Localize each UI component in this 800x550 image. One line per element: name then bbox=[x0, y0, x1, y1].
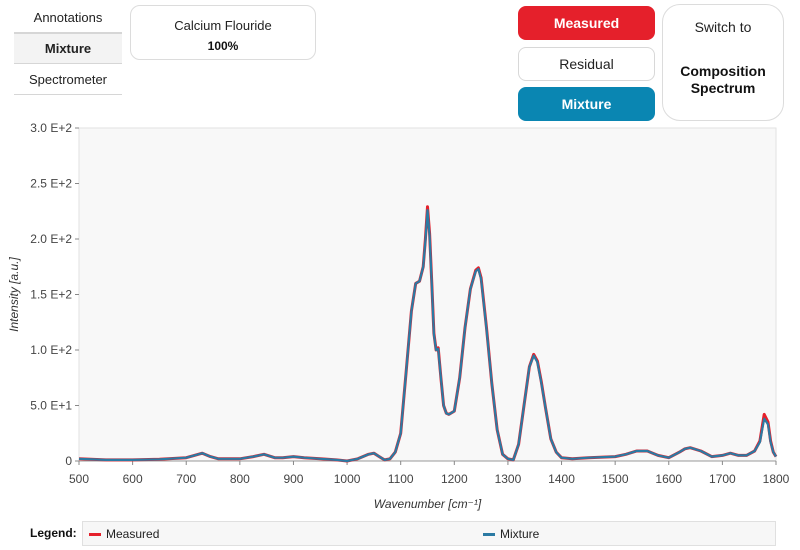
x-tick-label: 1300 bbox=[495, 472, 522, 486]
x-tick-label: 900 bbox=[283, 472, 303, 486]
measured-toggle-button[interactable]: Measured bbox=[518, 6, 655, 40]
x-tick-label: 1800 bbox=[763, 472, 790, 486]
switch-target-line1: Composition bbox=[680, 63, 766, 79]
component-percent: 100% bbox=[207, 39, 239, 53]
mixture-toggle-button[interactable]: Mixture bbox=[518, 87, 655, 121]
component-card[interactable]: Calcium Flouride 100% bbox=[130, 5, 316, 60]
tab-mixture[interactable]: Mixture bbox=[14, 33, 122, 64]
legend-swatch-mixture bbox=[483, 532, 495, 536]
y-tick-label: 1.0 E+2 bbox=[30, 343, 72, 357]
x-tick-label: 700 bbox=[176, 472, 196, 486]
x-axis-label: Wavenumber [cm⁻¹] bbox=[374, 497, 482, 511]
plot-area bbox=[78, 127, 777, 462]
y-tick-label: 2.5 E+2 bbox=[30, 177, 72, 191]
switch-target-line2: Spectrum bbox=[690, 80, 756, 96]
y-tick-label: 3.0 E+2 bbox=[30, 121, 72, 135]
legend-item-measured[interactable]: Measured bbox=[89, 527, 159, 541]
switch-to-label: Switch to bbox=[694, 19, 752, 35]
x-tick-label: 800 bbox=[230, 472, 250, 486]
legend-label-measured: Measured bbox=[106, 527, 160, 541]
series-layer bbox=[78, 205, 778, 463]
tab-spectrometer[interactable]: Spectrometer bbox=[14, 64, 122, 95]
x-tick-label: 1600 bbox=[655, 472, 682, 486]
x-tick-label: 1700 bbox=[709, 472, 736, 486]
x-tick-label: 500 bbox=[69, 472, 89, 486]
x-axis: 500 600 700 800 900 1000 1100 1200 1300 1400 1500 1… bbox=[69, 460, 790, 486]
y-tick-label: 1.5 E+2 bbox=[30, 288, 72, 302]
series-line-mixture bbox=[78, 209, 777, 463]
component-name: Calcium Flouride bbox=[174, 18, 272, 33]
legend-swatch-measured bbox=[89, 532, 101, 536]
legend: Measured Mixture bbox=[82, 521, 776, 546]
legend-item-mixture[interactable]: Mixture bbox=[483, 527, 539, 541]
x-tick-label: 1400 bbox=[548, 472, 575, 486]
x-tick-label: 1500 bbox=[602, 472, 629, 486]
y-axis: 0 5.0 E+1 1.0 E+2 1.5 E+2 2.0 E+2 2.5 E+2 3.0 … bbox=[30, 121, 79, 468]
switch-spectrum-button[interactable]: Switch to Composition Spectrum bbox=[662, 4, 784, 121]
x-tick-label: 1100 bbox=[388, 472, 414, 486]
residual-toggle-button[interactable]: Residual bbox=[518, 47, 655, 81]
y-axis-label: Intensity [a.u.] bbox=[7, 256, 21, 331]
x-tick-label: 600 bbox=[123, 472, 143, 486]
spectrum-chart[interactable]: 0 5.0 E+1 1.0 E+2 1.5 E+2 2.0 E+2 2.5 E+2 3.0 … bbox=[0, 118, 800, 518]
x-tick-label: 1200 bbox=[441, 472, 468, 486]
y-tick-label: 0 bbox=[65, 454, 72, 468]
y-tick-label: 2.0 E+2 bbox=[30, 232, 72, 246]
y-tick-label: 5.0 E+1 bbox=[30, 399, 72, 413]
tab-annotations[interactable]: Annotations bbox=[14, 2, 122, 33]
switch-target-label: Composition Spectrum bbox=[663, 63, 783, 97]
legend-title: Legend: bbox=[30, 526, 77, 540]
side-tabs: Annotations Mixture Spectrometer bbox=[14, 2, 122, 95]
legend-label-mixture: Mixture bbox=[500, 527, 540, 541]
x-tick-label: 1000 bbox=[334, 472, 361, 486]
